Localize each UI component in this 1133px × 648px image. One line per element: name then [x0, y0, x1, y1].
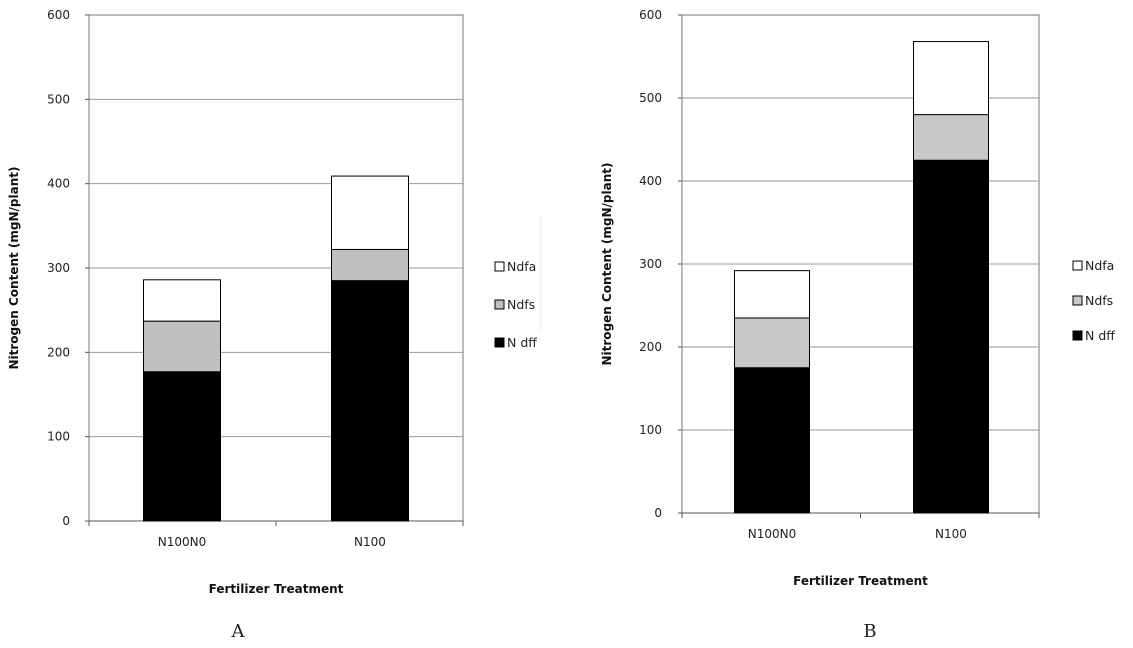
- chart-a-xtick-label-n100: N100: [354, 535, 386, 549]
- chart-b-legend-label-ndff: N dff: [1085, 328, 1115, 343]
- chart-b-legend-swatch-ndfs: [1072, 295, 1083, 306]
- chart-b-bar-n100n0-ndff: [734, 367, 810, 514]
- chart-a-xtick-label-n100n0: N100N0: [158, 535, 207, 549]
- chart-b-ytick-label-500: 500: [639, 91, 662, 105]
- chart-a-ytick-label-600: 600: [47, 8, 70, 22]
- chart-b-bar-n100n0-ndfs: [734, 317, 810, 369]
- chart-a-ytick-label-400: 400: [47, 177, 70, 191]
- chart-b-ytick-label-100: 100: [639, 423, 662, 437]
- chart-a-bar-n100n0-ndfa: [143, 279, 221, 322]
- chart-a-legend-swatch-ndff: [494, 337, 505, 348]
- chart-b-ytick-label-400: 400: [639, 174, 662, 188]
- chart-b-legend-label-ndfs: Ndfs: [1085, 293, 1113, 308]
- chart-b-legend-label-ndfa: Ndfa: [1085, 258, 1114, 273]
- chart-b-bar-n100-ndfs: [913, 114, 989, 161]
- chart-b-bar-n100-ndff: [913, 159, 989, 514]
- chart-a-panel-label: A: [231, 621, 246, 642]
- chart-b-ytick-label-600: 600: [639, 8, 662, 22]
- chart-a-ytick-label-0: 0: [62, 514, 70, 528]
- chart-a-ytick-label-500: 500: [47, 92, 70, 106]
- chart-a-legend-swatch-ndfs: [494, 299, 505, 310]
- chart-a-ytick-label-200: 200: [47, 345, 70, 359]
- chart-a-legend-label-ndfa: Ndfa: [507, 259, 536, 274]
- chart-b-ytick-label-200: 200: [639, 340, 662, 354]
- chart-a-bar-n100-ndfs: [331, 248, 409, 282]
- chart-b-x-axis-title: Fertilizer Treatment: [793, 574, 928, 588]
- chart-a-bar-n100-ndfa: [331, 175, 409, 250]
- chart-b-legend-swatch-ndfa: [1072, 260, 1083, 271]
- chart-b-xtick-label-n100n0: N100N0: [748, 527, 797, 541]
- chart-a-legend-swatch-ndfa: [494, 261, 505, 272]
- chart-a-bar-n100-ndff: [331, 280, 409, 522]
- chart-a-ytick-label-100: 100: [47, 430, 70, 444]
- chart-a-bar-n100n0-ndff: [143, 371, 221, 522]
- chart-b-y-axis-title: Nitrogen Content (mgN/plant): [600, 163, 614, 366]
- chart-b-panel-label: B: [863, 621, 876, 642]
- chart-b-legend-swatch-ndff: [1072, 330, 1083, 341]
- chart-a-x-axis-title: Fertilizer Treatment: [209, 582, 344, 596]
- chart-b-bar-n100n0-ndfa: [734, 270, 810, 319]
- chart-a-bar-n100n0-ndfs: [143, 320, 221, 373]
- chart-a-y-axis-title: Nitrogen Content (mgN/plant): [7, 167, 21, 370]
- chart-a-legend-label-ndfs: Ndfs: [507, 297, 535, 312]
- chart-b-bar-n100-ndfa: [913, 41, 989, 116]
- chart-a-ytick-label-300: 300: [47, 261, 70, 275]
- chart-a-legend-label-ndff: N dff: [507, 335, 537, 350]
- chart-b-ytick-label-0: 0: [654, 506, 662, 520]
- chart-b-ytick-label-300: 300: [639, 257, 662, 271]
- chart-b-xtick-label-n100: N100: [935, 527, 967, 541]
